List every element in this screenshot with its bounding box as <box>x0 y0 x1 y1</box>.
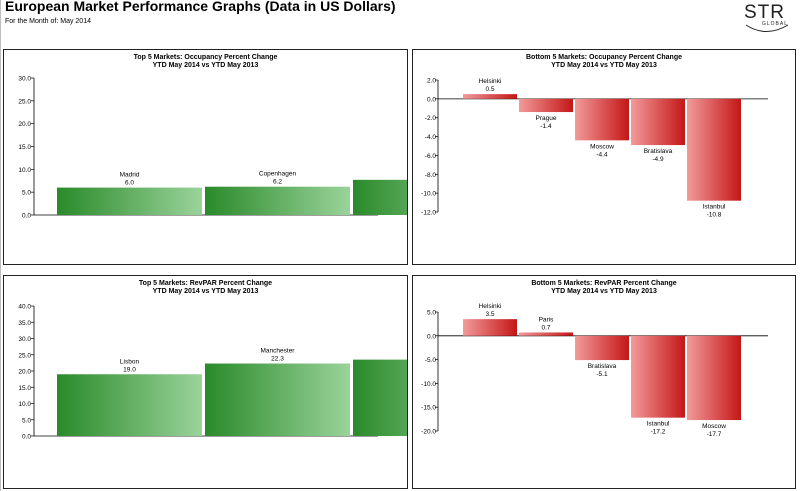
y-tick-label: 20.0 <box>18 369 31 376</box>
y-tick-label: 35.0 <box>18 320 31 327</box>
bar <box>353 359 407 436</box>
logo-wordmark: STR <box>744 2 785 23</box>
chart-bottom-occupancy: 2.0 0.0 -2.0 -4.0 -6.0 -8.0 -10.0 -12.0 Helsinki… <box>421 78 768 219</box>
bar-category-label: Istanbul <box>647 421 670 428</box>
y-tick-label: 2.0 <box>427 78 436 85</box>
chart-top-revpar: 40.0 35.0 30.0 25.0 20.0 15.0 10.0 5.0 0.0 Lisbon… <box>18 304 407 441</box>
bar-value-label: 19.0 <box>123 366 136 373</box>
bar <box>57 187 202 215</box>
y-tick-label: 10.0 <box>18 401 31 408</box>
chart-subtitle: YTD May 2014 vs YTD May 2013 <box>152 62 259 69</box>
page-title: European Market Performance Graphs (Data… <box>5 0 396 14</box>
bar-category-label: Istanbul <box>703 204 726 211</box>
y-tick-label: -2.0 <box>425 115 437 122</box>
page-subtitle: For the Month of: May 2014 <box>5 18 91 25</box>
bar-category-label: Bratislava <box>588 363 617 370</box>
y-tick-label: 25.0 <box>18 352 31 359</box>
y-tick-label: 0.0 <box>22 213 31 220</box>
bar <box>353 179 407 215</box>
y-tick-label: 40.0 <box>18 304 31 311</box>
chart-panel-bottom-occupancy: 2.0 0.0 -2.0 -4.0 -6.0 -8.0 -10.0 -12.0 Helsinki… <box>412 49 796 265</box>
bar-category-label: Helsinki <box>479 78 502 85</box>
y-tick-label: 15.0 <box>18 144 31 151</box>
y-tick-label: -4.0 <box>425 134 437 141</box>
bar-category-label: Manchester <box>261 348 296 355</box>
bar <box>687 335 741 421</box>
bar-category-label: Moscow <box>590 143 614 150</box>
y-tick-label: -6.0 <box>425 153 437 160</box>
chart-panel-top-revpar: 40.0 35.0 30.0 25.0 20.0 15.0 10.0 5.0 0.0 Lisbon… <box>3 275 408 489</box>
bar-value-label: -17.2 <box>651 429 666 436</box>
chart-title: Bottom 5 Markets: Occupancy Percent Chan… <box>526 54 682 61</box>
y-tick-label: 0.0 <box>22 434 31 441</box>
bar <box>57 374 202 436</box>
y-tick-label: 5.0 <box>22 417 31 424</box>
chart-title: Top 5 Markets: Occupancy Percent Change <box>133 54 278 61</box>
bar <box>463 319 517 336</box>
y-tick-label: 30.0 <box>18 336 31 343</box>
bar-value-label: -17.7 <box>707 431 722 438</box>
bar-value-label: -10.8 <box>707 212 722 219</box>
bar-category-label: Copenhagen <box>259 171 297 178</box>
bar-category-label: Bratislava <box>644 148 673 155</box>
chart-title: Bottom 5 Markets: RevPAR Percent Change <box>531 280 677 287</box>
bar <box>205 363 350 436</box>
bar-value-label: -4.9 <box>652 156 664 163</box>
y-tick-label: -5.0 <box>425 357 437 364</box>
bar-category-label: Helsinki <box>479 303 502 310</box>
y-tick-label: 5.0 <box>22 190 31 197</box>
bar-value-label: 0.5 <box>485 86 494 93</box>
bar-value-label: 6.2 <box>273 179 282 186</box>
logo-swoosh-icon <box>745 24 789 32</box>
bar-value-label: 22.3 <box>271 356 284 363</box>
y-tick-label: 25.0 <box>18 98 31 105</box>
bar-value-label: -4.4 <box>596 151 608 158</box>
bar <box>575 335 629 361</box>
y-tick-label: 0.0 <box>427 333 436 340</box>
bar-value-label: 6.0 <box>125 180 134 187</box>
bar <box>519 332 573 336</box>
bar-category-label: Paris <box>539 316 555 323</box>
y-tick-label: 30.0 <box>18 76 31 83</box>
logo-subtext: GLOBAL <box>762 21 789 27</box>
bar <box>687 98 741 201</box>
chart-panel-top-occupancy: 30.0 25.0 20.0 15.0 10.0 5.0 0.0 Madrid 6.0 Copen… <box>3 49 408 265</box>
bar-category-label: Prague <box>536 115 557 122</box>
y-tick-label: -15.0 <box>421 405 436 412</box>
bar <box>519 98 573 113</box>
chart-title: Top 5 Markets: RevPAR Percent Change <box>138 280 273 287</box>
bar-category-label: Moscow <box>702 423 726 430</box>
y-tick-label: -10.0 <box>421 191 436 198</box>
bar-value-label: 0.7 <box>541 324 550 331</box>
bar-value-label: -1.4 <box>540 123 552 130</box>
y-tick-label: -20.0 <box>421 429 436 436</box>
chart-subtitle: YTD May 2014 vs YTD May 2013 <box>152 288 259 295</box>
y-tick-label: -10.0 <box>421 381 436 388</box>
bar-value-label: 3.5 <box>485 311 494 318</box>
y-tick-label: -8.0 <box>425 172 437 179</box>
page-left-border <box>0 0 1 491</box>
bar-category-label: Lisbon <box>120 358 140 365</box>
y-tick-label: 20.0 <box>18 121 31 128</box>
bar <box>205 186 350 215</box>
y-tick-label: 0.0 <box>427 96 436 103</box>
chart-subtitle: YTD May 2014 vs YTD May 2013 <box>551 288 657 295</box>
bar-value-label: -5.1 <box>596 371 608 378</box>
y-tick-label: -12.0 <box>421 210 436 217</box>
bar <box>631 98 685 146</box>
y-tick-label: 5.0 <box>427 310 436 317</box>
bar <box>631 335 685 418</box>
chart-panel-bottom-revpar: 5.0 0.0 -5.0 -10.0 -15.0 -20.0 Helsinki 3.5 Pari… <box>412 275 796 489</box>
chart-subtitle: YTD May 2014 vs YTD May 2013 <box>551 62 657 69</box>
bar-category-label: Madrid <box>120 172 140 179</box>
bar <box>575 98 629 141</box>
bar <box>463 94 517 99</box>
y-tick-label: 10.0 <box>18 167 31 174</box>
str-global-logo: STR GLOBAL <box>740 2 792 38</box>
y-tick-label: 15.0 <box>18 385 31 392</box>
